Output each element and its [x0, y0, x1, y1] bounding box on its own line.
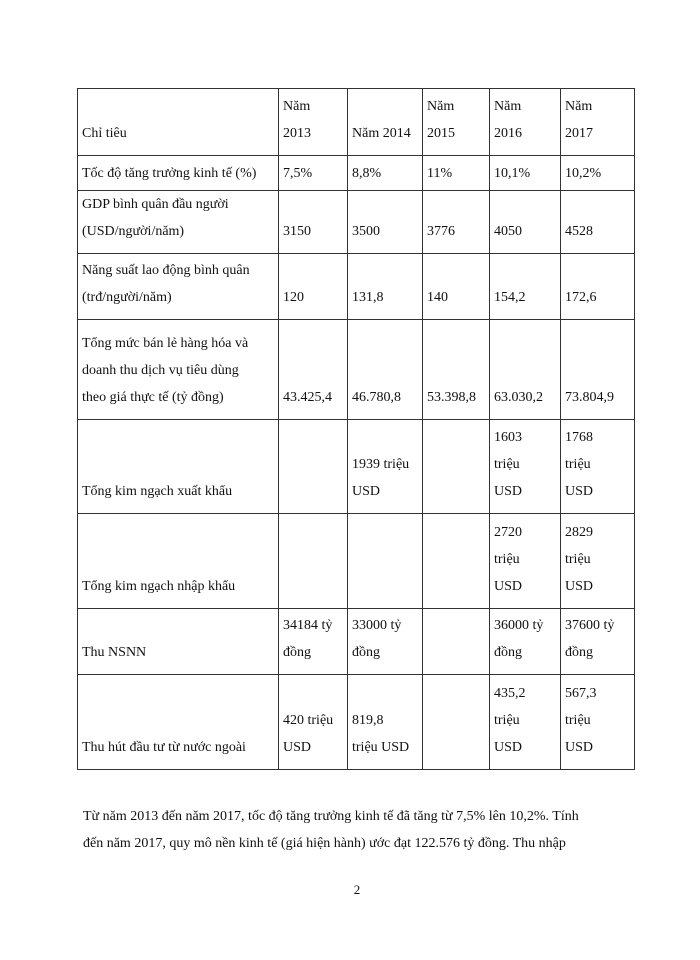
header-cell: Năm 2013 [278, 88, 348, 156]
value-cell: 3150 [278, 190, 348, 254]
value-cell: 140 [422, 253, 490, 320]
indicator-cell: Tổng mức bán lẻ hàng hóa và doanh thu dị… [77, 319, 279, 420]
value-cell: 435,2 triệu USD [489, 674, 561, 770]
value-cell: 1939 triệu USD [347, 419, 423, 514]
table-row: Tổng mức bán lẻ hàng hóa và doanh thu dị… [77, 319, 635, 420]
value-cell: 37600 tỷ đồng [560, 608, 635, 675]
value-cell: 131,8 [347, 253, 423, 320]
indicator-cell: GDP bình quân đầu người (USD/người/năm) [77, 190, 279, 254]
value-cell: 53.398,8 [422, 319, 490, 420]
value-cell: 11% [422, 155, 490, 191]
header-cell: Năm 2017 [560, 88, 635, 156]
value-cell [422, 674, 490, 770]
value-cell: 120 [278, 253, 348, 320]
header-cell: Năm 2016 [489, 88, 561, 156]
value-cell: 2829 triệu USD [560, 513, 635, 609]
indicator-cell: Tổng kim ngạch nhập khẩu [77, 513, 279, 609]
indicator-cell: Tốc độ tăng trưởng kinh tế (%) [77, 155, 279, 191]
table-row: GDP bình quân đầu người (USD/người/năm) 3… [77, 190, 635, 254]
value-cell: 36000 tỷ đồng [489, 608, 561, 675]
page-content: Chỉ tiêu Năm 2013 Năm 2014 Năm 2015 Năm 2016… [77, 88, 677, 899]
page-number: 2 [353, 882, 361, 897]
value-cell: 7,5% [278, 155, 348, 191]
value-cell: 172,6 [560, 253, 635, 320]
value-cell: 154,2 [489, 253, 561, 320]
table-row: Thu hút đầu tư từ nước ngoài 420 triệu US… [77, 674, 635, 770]
body-paragraph-line-1: Từ năm 2013 đến năm 2017, tốc độ tăng tr… [83, 809, 579, 824]
table-row: Thu NSNN 34184 tỷ đồng 33000 tỷ đồng 36000 … [77, 608, 635, 675]
value-cell: 4528 [560, 190, 635, 254]
value-cell [422, 513, 490, 609]
indicator-cell: Tổng kim ngạch xuất khẩu [77, 419, 279, 514]
value-cell [347, 513, 423, 609]
value-cell: 33000 tỷ đồng [347, 608, 423, 675]
indicator-cell: Thu hút đầu tư từ nước ngoài [77, 674, 279, 770]
statistics-table: Chỉ tiêu Năm 2013 Năm 2014 Năm 2015 Năm 2016… [77, 88, 635, 770]
header-cell: Năm 2014 [347, 88, 423, 156]
table-row: Tổng kim ngạch nhập khẩu 2720 triệu USD 28… [77, 513, 635, 609]
table-row: Tổng kim ngạch xuất khẩu 1939 triệu USD 16… [77, 419, 635, 514]
value-cell [422, 419, 490, 514]
value-cell: 34184 tỷ đồng [278, 608, 348, 675]
value-cell: 567,3 triệu USD [560, 674, 635, 770]
value-cell: 8,8% [347, 155, 423, 191]
value-cell: 819,8 triệu USD [347, 674, 423, 770]
value-cell [278, 513, 348, 609]
value-cell: 420 triệu USD [278, 674, 348, 770]
value-cell: 73.804,9 [560, 319, 635, 420]
body-paragraph-line-2: đến năm 2017, quy mô nền kinh tế (giá hi… [83, 836, 566, 851]
value-cell: 4050 [489, 190, 561, 254]
indicator-cell: Thu NSNN [77, 608, 279, 675]
table-header-row: Chỉ tiêu Năm 2013 Năm 2014 Năm 2015 Năm 2016… [77, 88, 635, 156]
value-cell: 3500 [347, 190, 423, 254]
value-cell: 43.425,4 [278, 319, 348, 420]
header-cell: Năm 2015 [422, 88, 490, 156]
value-cell: 10,2% [560, 155, 635, 191]
value-cell: 2720 triệu USD [489, 513, 561, 609]
value-cell [278, 419, 348, 514]
value-cell [422, 608, 490, 675]
value-cell: 1603 triệu USD [489, 419, 561, 514]
value-cell: 1768 triệu USD [560, 419, 635, 514]
indicator-cell: Năng suất lao động bình quân (trđ/người/… [77, 253, 279, 320]
header-cell: Chỉ tiêu [77, 88, 279, 156]
value-cell: 63.030,2 [489, 319, 561, 420]
table-row: Năng suất lao động bình quân (trđ/người/… [77, 253, 635, 320]
value-cell: 3776 [422, 190, 490, 254]
value-cell: 10,1% [489, 155, 561, 191]
table-row: Tốc độ tăng trưởng kinh tế (%) 7,5% 8,8% 11… [77, 155, 635, 191]
value-cell: 46.780,8 [347, 319, 423, 420]
